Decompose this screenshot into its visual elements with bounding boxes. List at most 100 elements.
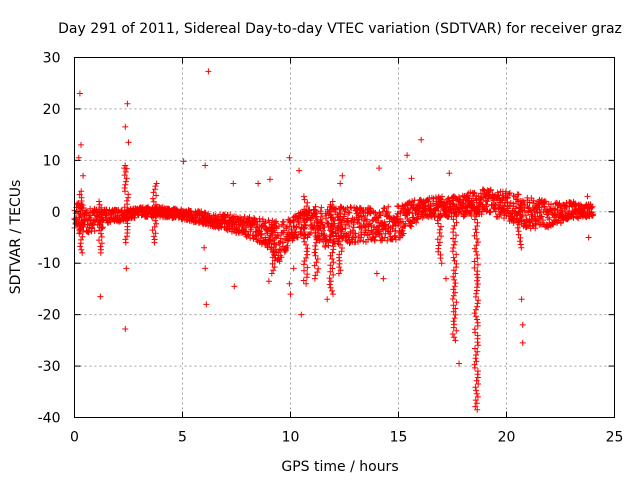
data-point xyxy=(96,211,103,218)
data-point xyxy=(322,244,329,250)
data-point xyxy=(327,284,334,291)
data-point xyxy=(271,257,278,264)
data-point xyxy=(153,192,160,199)
data-point xyxy=(472,345,478,352)
data-point xyxy=(312,272,319,279)
plot-frame xyxy=(74,57,615,418)
outlier-point xyxy=(287,291,294,298)
data-point xyxy=(336,206,343,213)
data-point xyxy=(450,225,457,232)
data-point xyxy=(358,234,365,241)
data-point xyxy=(151,236,158,243)
data-point xyxy=(336,238,343,245)
data-point xyxy=(123,175,130,182)
data-point xyxy=(313,259,320,266)
data-point xyxy=(268,244,275,251)
data-point xyxy=(96,227,102,234)
data-point xyxy=(280,239,287,246)
data-point xyxy=(329,287,335,294)
data-point xyxy=(98,233,105,240)
data-point xyxy=(91,228,98,234)
outlier-point xyxy=(296,167,303,174)
data-point xyxy=(435,204,442,211)
data-point xyxy=(471,326,478,333)
data-point xyxy=(122,181,129,188)
data-point xyxy=(474,319,481,326)
data-point xyxy=(300,235,307,242)
data-point xyxy=(330,230,337,237)
data-point xyxy=(475,297,482,304)
data-point xyxy=(329,249,336,256)
data-point xyxy=(349,227,356,234)
outlier-point xyxy=(584,193,591,200)
data-point xyxy=(330,271,337,278)
data-point xyxy=(258,231,265,238)
data-point xyxy=(312,229,318,236)
data-point xyxy=(516,238,523,245)
data-point xyxy=(473,358,480,365)
data-point xyxy=(98,240,105,247)
data-point xyxy=(391,233,398,240)
data-point xyxy=(271,264,278,271)
outlier-point xyxy=(446,170,453,177)
data-point xyxy=(365,223,372,230)
data-point xyxy=(461,213,467,220)
data-point xyxy=(98,246,104,253)
data-point xyxy=(474,406,481,413)
data-point xyxy=(451,315,458,322)
data-point xyxy=(303,248,310,255)
data-point xyxy=(515,198,522,205)
data-point xyxy=(294,234,301,241)
data-point xyxy=(314,236,321,243)
data-point xyxy=(96,198,103,205)
data-point xyxy=(79,233,86,240)
data-point xyxy=(124,220,131,227)
data-point xyxy=(78,194,85,201)
data-point xyxy=(517,201,523,208)
data-point xyxy=(450,286,457,293)
data-point xyxy=(218,223,225,230)
data-point xyxy=(453,213,460,220)
data-point xyxy=(78,236,84,243)
data-point xyxy=(337,225,344,232)
data-point xyxy=(402,220,409,227)
data-point xyxy=(472,226,479,233)
data-point xyxy=(121,204,128,211)
data-point xyxy=(304,251,311,258)
data-point xyxy=(450,318,457,325)
data-point xyxy=(301,216,308,222)
data-point xyxy=(327,262,334,269)
data-point xyxy=(345,219,352,226)
data-point xyxy=(327,201,334,208)
data-point xyxy=(271,235,278,242)
data-point xyxy=(343,237,350,244)
data-point xyxy=(329,198,336,205)
data-point xyxy=(392,236,399,243)
y-tick-label: -40 xyxy=(38,411,61,427)
data-point xyxy=(473,387,480,394)
y-tick-label: 20 xyxy=(43,102,61,118)
data-point xyxy=(504,194,511,201)
data-point xyxy=(173,207,180,214)
y-tick-label: 30 xyxy=(43,51,61,67)
data-point xyxy=(150,233,157,240)
data-points xyxy=(71,68,596,413)
data-point xyxy=(450,245,457,251)
data-point xyxy=(471,264,478,271)
data-point xyxy=(79,207,86,214)
data-point xyxy=(289,217,296,224)
data-point xyxy=(251,215,258,222)
data-point xyxy=(149,214,156,221)
data-point xyxy=(450,302,457,309)
data-point xyxy=(152,211,159,218)
data-point xyxy=(329,265,336,272)
data-point xyxy=(125,191,132,198)
outlier-point xyxy=(202,265,209,272)
data-point xyxy=(474,281,481,287)
outlier-point xyxy=(267,176,273,183)
data-point xyxy=(311,249,318,256)
data-point xyxy=(151,223,158,230)
data-point xyxy=(122,168,129,175)
data-point xyxy=(474,332,481,339)
